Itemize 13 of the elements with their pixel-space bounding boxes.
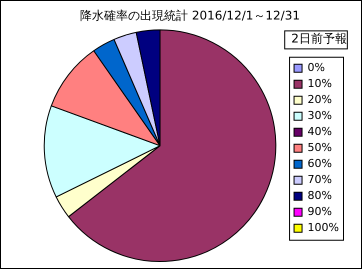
- legend-label: 40%: [308, 125, 332, 138]
- chart-title: 降水確率の出現統計 2016/12/1～12/31: [80, 8, 300, 22]
- legend-label: 70%: [308, 173, 332, 186]
- legend-label: 80%: [308, 189, 332, 202]
- legend-label: 50%: [308, 141, 332, 154]
- legend-label: 20%: [308, 93, 332, 106]
- legend-label: 0%: [308, 61, 326, 74]
- legend-title: 2日前予報: [291, 32, 347, 46]
- legend-label: 30%: [308, 109, 332, 122]
- legend-label: 90%: [308, 205, 332, 218]
- legend-label: 60%: [308, 157, 332, 170]
- legend-label: 10%: [308, 77, 332, 90]
- legend-label: 100%: [308, 221, 340, 234]
